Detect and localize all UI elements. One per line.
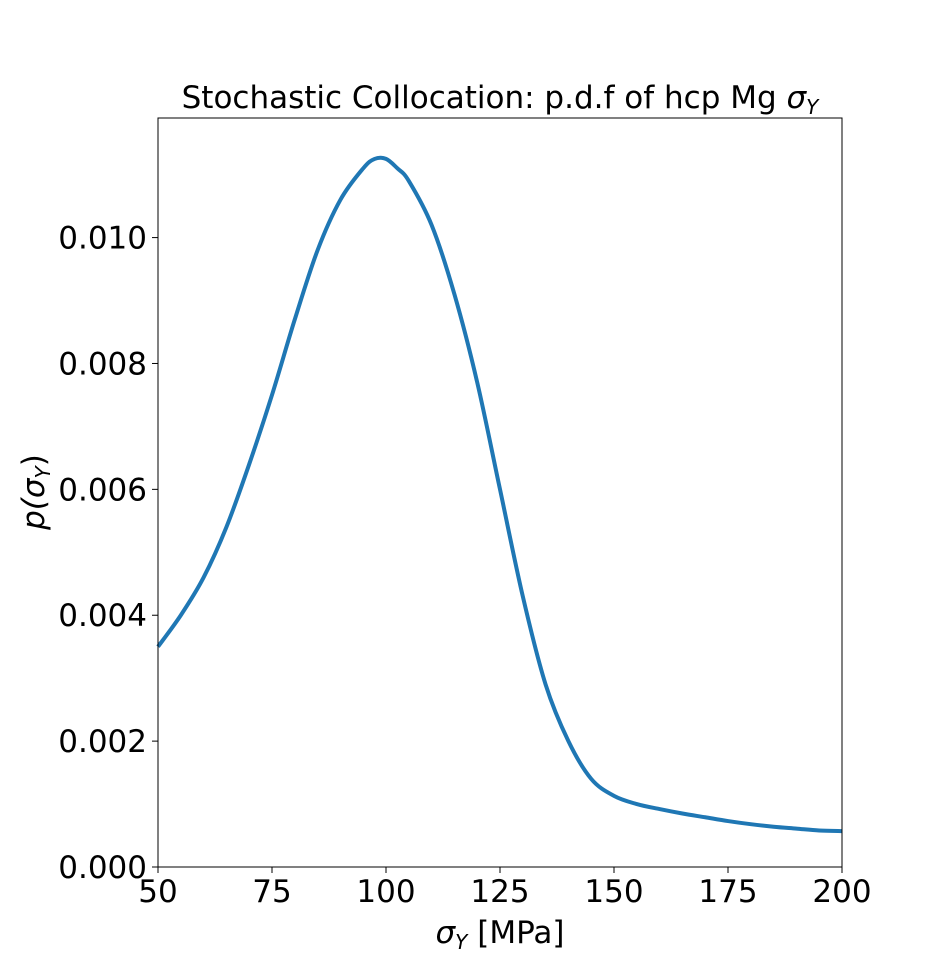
y-tick-label: 0.010 [58, 221, 147, 257]
y-tick-label: 0.004 [58, 598, 147, 634]
pdf-series-line [156, 155, 843, 834]
y-tick-label: 0.000 [58, 850, 147, 886]
x-axis-label: σY [MPa] [436, 915, 565, 954]
ticks-layer: 50 75 100 125 150 175 200 0.000 0.002 0.004 0.006 0… [58, 221, 871, 910]
y-tick-label: 0.006 [58, 472, 147, 508]
y-tick-label: 0.002 [58, 724, 147, 760]
x-tick-label: 100 [356, 874, 415, 910]
x-tick-label: 150 [584, 874, 643, 910]
chart-title: Stochastic Collocation: p.d.f of hcp Mg … [182, 80, 821, 119]
plot-frame [157, 117, 843, 868]
y-tick-label: 0.008 [58, 346, 147, 382]
x-tick-label: 75 [252, 874, 291, 910]
x-tick-label: 50 [138, 874, 177, 910]
x-tick-label: 200 [812, 874, 871, 910]
series-layer [156, 155, 843, 834]
y-axis-label: p(σY) [16, 454, 55, 531]
x-tick-label: 175 [698, 874, 757, 910]
x-tick-label: 125 [470, 874, 529, 910]
